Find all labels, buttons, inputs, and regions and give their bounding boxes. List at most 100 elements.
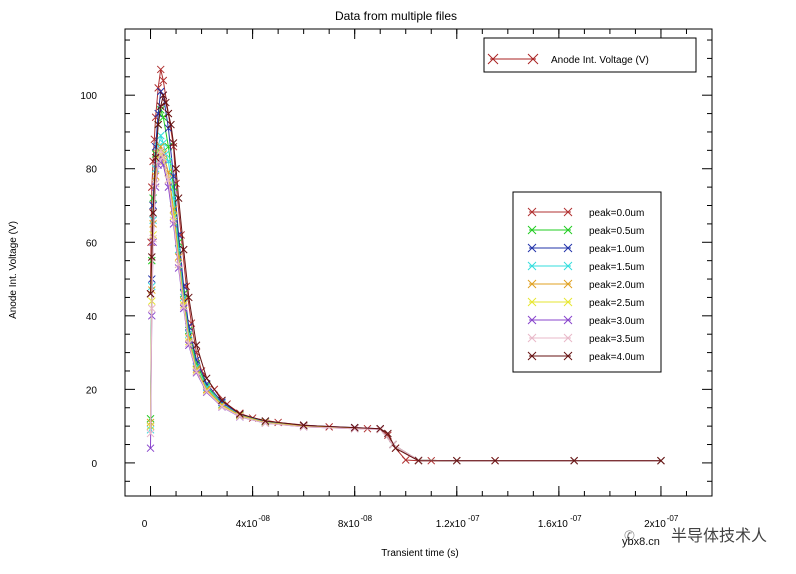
data-point-stroke-b xyxy=(192,368,201,377)
data-point-stroke-b xyxy=(384,429,392,438)
legend-marker-stroke-b xyxy=(563,207,573,217)
data-point-stroke-b xyxy=(161,98,170,107)
data-point xyxy=(414,456,423,465)
x-tick-label: 4x10 xyxy=(236,519,258,530)
data-point xyxy=(159,153,168,162)
data-point-stroke-b xyxy=(192,341,201,350)
legend-marker xyxy=(527,279,537,289)
data-point xyxy=(156,146,165,155)
legend-marker xyxy=(563,315,573,325)
data-point-stroke-b xyxy=(414,456,423,465)
data-point-stroke-b xyxy=(169,205,178,214)
top-legend-marker xyxy=(487,53,499,65)
data-point xyxy=(154,83,163,92)
data-point xyxy=(452,456,461,465)
data-point-stroke-b xyxy=(350,423,359,432)
top-legend-box xyxy=(483,37,697,73)
data-point xyxy=(159,91,168,100)
x-tick-exponent: -07 xyxy=(468,514,480,523)
data-point-stroke-b xyxy=(202,374,211,383)
data-point-stroke-b xyxy=(184,339,193,348)
data-point-stroke-b xyxy=(151,179,160,188)
top-legend-marker xyxy=(527,53,539,65)
data-point-stroke-b xyxy=(159,161,168,169)
data-point-stroke-b xyxy=(156,131,165,140)
y-tick-label: 60 xyxy=(86,238,98,249)
data-point xyxy=(159,76,168,85)
data-point-stroke-b xyxy=(156,150,165,158)
legend-marker-stroke-b xyxy=(527,243,537,253)
data-point xyxy=(491,456,499,465)
series-legend-box xyxy=(512,191,662,373)
data-point-stroke-b xyxy=(156,146,165,155)
data-point xyxy=(570,456,579,465)
top-legend-marker-stroke-b xyxy=(527,53,539,65)
data-point xyxy=(376,425,385,434)
legend-marker xyxy=(563,351,573,361)
data-point xyxy=(350,423,359,432)
legend-item: peak=2.0um xyxy=(527,279,644,291)
x-tick-exponent: -08 xyxy=(360,514,372,523)
data-point xyxy=(156,87,165,96)
series-legend-items: peak=0.0um peak=0.5um peak=1.0um peak=1.5um… xyxy=(527,207,644,363)
data-point-stroke-b xyxy=(376,425,385,434)
data-point-stroke-b xyxy=(261,417,270,425)
legend-label: peak=1.5um xyxy=(589,262,644,273)
data-point-stroke-b xyxy=(202,387,211,396)
data-point-stroke-b xyxy=(159,113,168,122)
data-point xyxy=(235,410,244,418)
data-point-stroke-b xyxy=(156,142,165,151)
legend-marker xyxy=(527,243,537,253)
legend-marker-stroke-b xyxy=(527,207,537,217)
data-point-stroke-b xyxy=(179,302,188,311)
legend-marker xyxy=(527,297,537,307)
data-point xyxy=(299,423,308,431)
top-legend-marker-stroke-b xyxy=(487,53,499,65)
x-tick-exponent: -07 xyxy=(570,514,582,523)
data-point xyxy=(147,304,156,313)
legend-marker-stroke-b xyxy=(563,297,573,307)
data-point xyxy=(161,98,170,107)
legend-marker-stroke-b xyxy=(527,297,537,307)
data-point-stroke-b xyxy=(159,153,168,162)
data-point xyxy=(169,139,178,147)
plot-frame xyxy=(124,28,713,497)
legend-marker xyxy=(563,333,573,343)
legend-item: peak=0.0um xyxy=(527,207,644,219)
data-point xyxy=(154,120,163,129)
data-point-stroke-b xyxy=(376,424,385,433)
data-point xyxy=(146,444,155,453)
data-point-stroke-b xyxy=(218,402,226,411)
data-point-stroke-b xyxy=(147,253,156,261)
data-point xyxy=(146,429,155,438)
y-tick-label: 100 xyxy=(80,91,97,102)
data-point xyxy=(156,131,165,140)
data-point-stroke-b xyxy=(401,456,410,464)
x-tick-label: 8x10 xyxy=(338,519,360,530)
data-point xyxy=(350,424,359,433)
top-legend-label: Anode Int. Voltage (V) xyxy=(551,55,649,66)
x-axis-label: Transient time (s) xyxy=(381,548,458,559)
legend-marker xyxy=(527,225,537,235)
legend-marker-stroke-b xyxy=(527,261,537,271)
data-point-stroke-b xyxy=(167,120,175,129)
data-point xyxy=(156,142,165,151)
data-point xyxy=(164,183,173,191)
data-point-stroke-b xyxy=(184,326,193,335)
legend-marker-stroke-b xyxy=(527,225,537,235)
watermark-cn-text: 半导体技术人 xyxy=(671,527,767,545)
data-point-stroke-b xyxy=(149,234,157,243)
data-point-stroke-b xyxy=(391,444,400,453)
chart-title: Data from multiple files xyxy=(335,9,457,23)
data-point-stroke-b xyxy=(151,153,160,162)
data-point xyxy=(657,456,665,465)
data-point xyxy=(218,396,226,405)
data-point-stroke-b xyxy=(164,183,173,191)
data-point-stroke-b xyxy=(164,109,173,118)
data-point-stroke-b xyxy=(184,334,193,342)
legend-marker-stroke-b xyxy=(563,333,573,343)
data-point xyxy=(164,109,173,118)
legend-marker-stroke-b xyxy=(527,279,537,289)
